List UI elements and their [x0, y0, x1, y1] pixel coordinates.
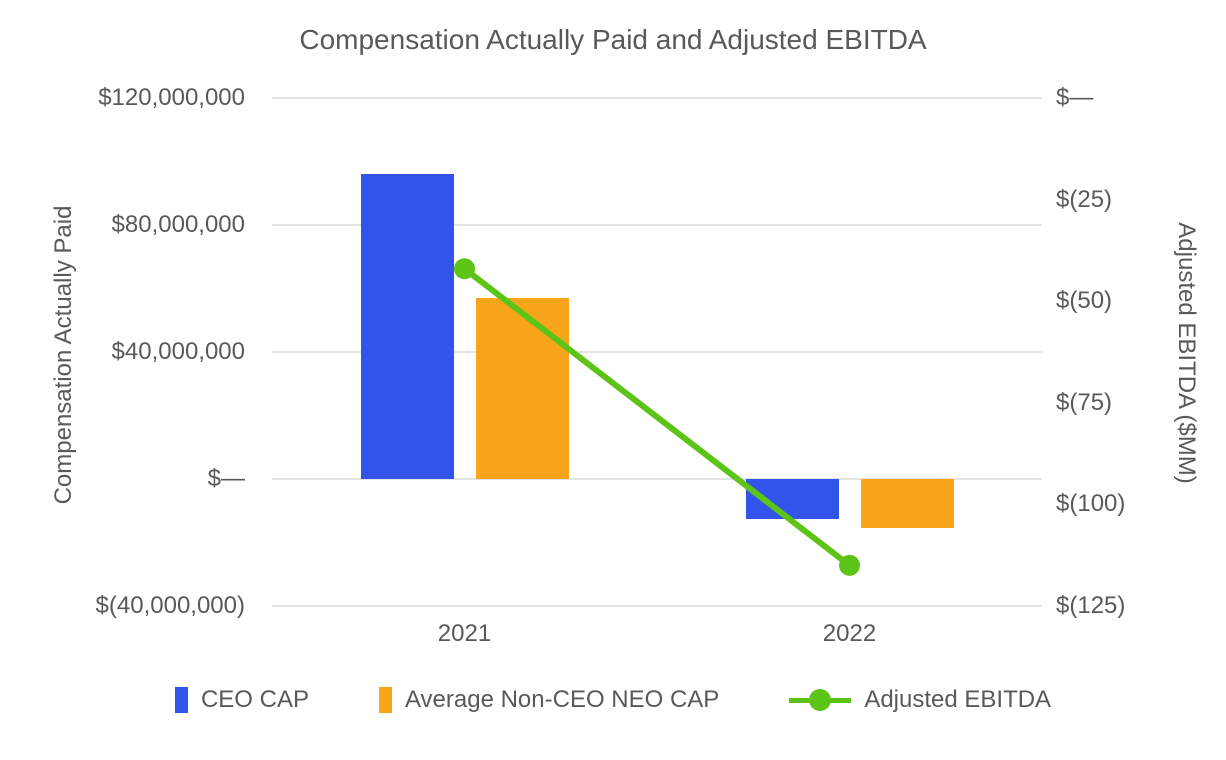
left-axis-tick-label: $120,000,000 [98, 84, 245, 111]
adjusted-ebitda-line-icon [789, 689, 852, 711]
left-axis-tick-label: $— [207, 465, 245, 492]
ceo-cap-swatch-icon [174, 687, 188, 713]
left-axis-tick-label: $40,000,000 [111, 338, 245, 365]
right-axis-tick-label: $— [1056, 84, 1094, 111]
legend-item-ceo-cap: CEO CAP [174, 686, 309, 714]
gridline [272, 605, 1042, 607]
legend-item-adjusted-ebitda: Adjusted EBITDA [789, 686, 1051, 714]
legend-label-adjusted-ebitda: Adjusted EBITDA [864, 686, 1052, 713]
adjusted-ebitda-line-series [454, 258, 860, 576]
right-axis-tick-label: $(25) [1056, 185, 1113, 213]
gridline [272, 97, 1042, 99]
line-marker-2021 [454, 258, 475, 280]
x-axis-label: 2021 [437, 620, 492, 647]
right-axis-tick-label: $(75) [1056, 388, 1113, 416]
line-path [462, 266, 852, 568]
right-axis-tick-label: $(125) [1056, 592, 1126, 619]
avg-non-ceo-neo-cap-swatch-icon [378, 687, 392, 713]
x-axis-label: 2022 [822, 620, 877, 647]
bar-average-non-ceo-neo-cap-2021 [475, 298, 569, 479]
chart-title: Compensation Actually Paid and Adjusted … [299, 24, 927, 55]
left-axis-tick-label: $(40,000,000) [95, 592, 245, 619]
legend-line-dot [809, 689, 832, 711]
right-axis-tick-label: $(50) [1056, 287, 1113, 315]
line-marker-2022 [839, 554, 860, 576]
legend-label-ceo-cap: CEO CAP [200, 686, 309, 713]
right-axis-title: Adjusted EBITDA ($MM) [1173, 222, 1200, 484]
gridline [272, 224, 1042, 226]
plot-area [272, 97, 1042, 607]
gridline [272, 478, 1042, 480]
left-axis-tick-label: $80,000,000 [111, 211, 245, 238]
legend: CEO CAP Average Non-CEO NEO CAP Adjusted… [0, 686, 1226, 714]
legend-label-avg-non-ceo-neo-cap: Average Non-CEO NEO CAP [404, 686, 720, 713]
gridline [272, 351, 1042, 353]
bar-ceo-cap-2021 [360, 174, 454, 479]
right-axis-tick-label: $(100) [1056, 490, 1126, 518]
bar-average-non-ceo-neo-cap-2022 [860, 479, 954, 528]
legend-item-avg-non-ceo-neo-cap: Average Non-CEO NEO CAP [378, 686, 720, 714]
